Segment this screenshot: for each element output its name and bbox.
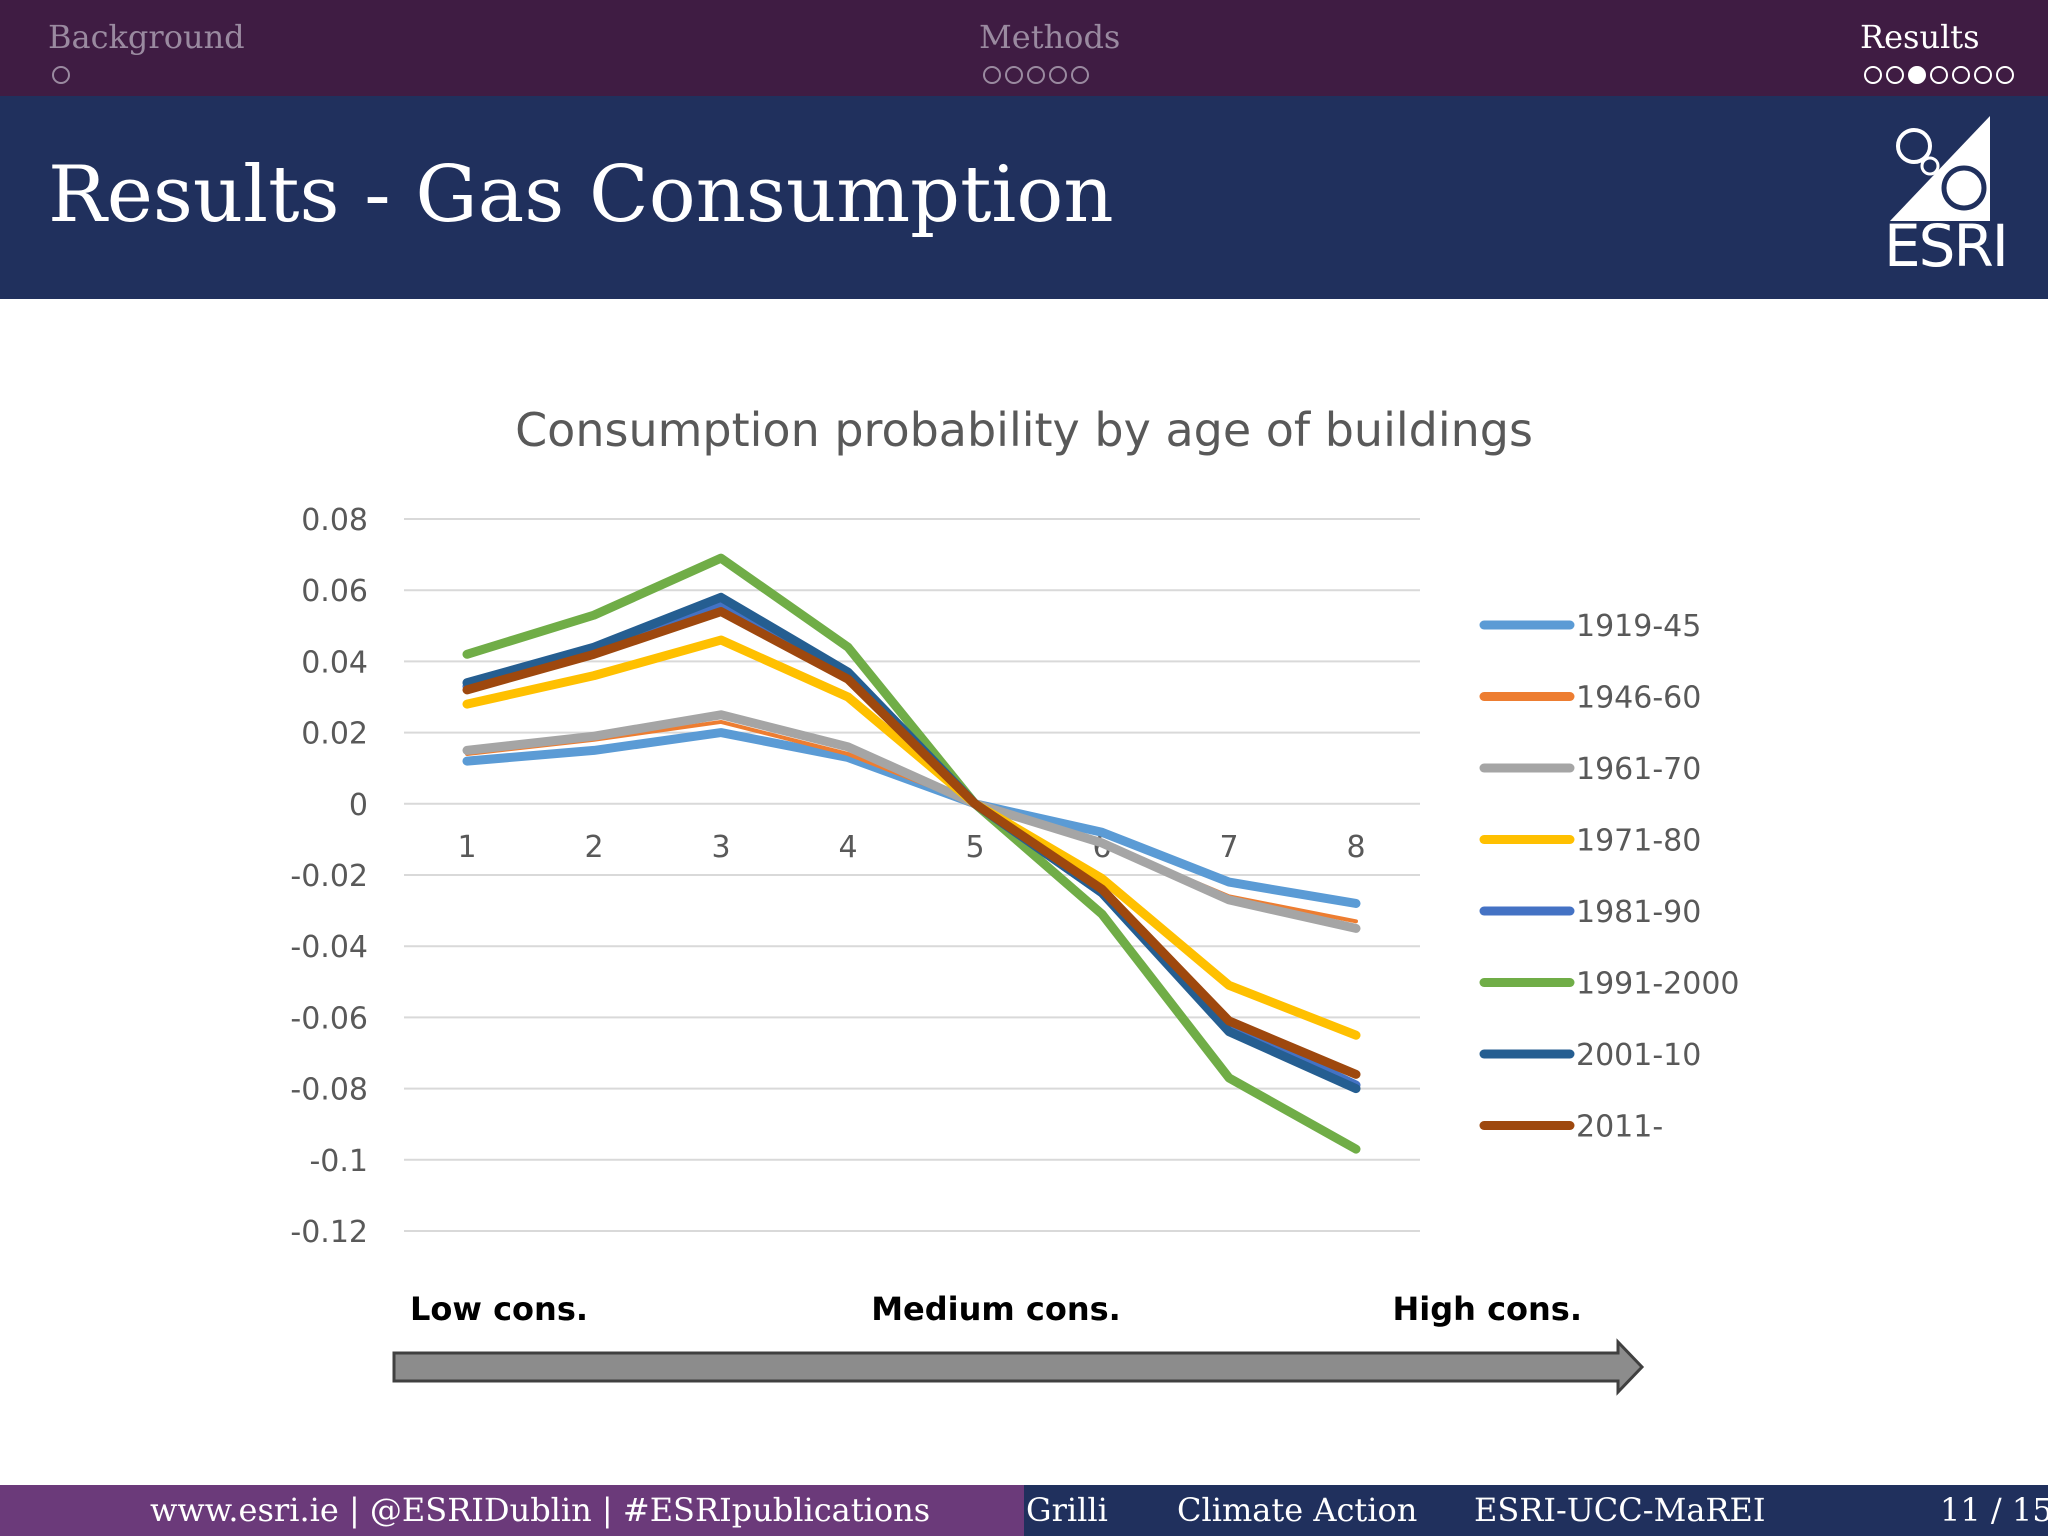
legend-entry: 1991-2000 <box>1576 967 1740 1002</box>
consumption-line-chart: Consumption probability by age of buildi… <box>290 403 1740 1397</box>
nav-frame-dot[interactable] <box>1864 66 1882 84</box>
y-tick-label: -0.08 <box>290 1073 368 1108</box>
nav-frame-dot[interactable] <box>52 66 70 84</box>
footer-site: www.esri.ie | @ESRIDublin | #ESRIpublica… <box>150 1491 931 1529</box>
legend-entry: 1971-80 <box>1576 824 1701 859</box>
series-lines <box>462 553 1361 1154</box>
nav-section-methods[interactable]: Methods <box>979 18 1121 56</box>
nav-frame-dot[interactable] <box>1071 66 1089 84</box>
legend-entry: 2001-10 <box>1576 1038 1701 1073</box>
y-tick-label: -0.06 <box>290 1001 368 1036</box>
x-tick-label: 3 <box>711 830 730 865</box>
nav-frame-dot[interactable] <box>1930 66 1948 84</box>
legend-entry: 1961-70 <box>1576 752 1701 787</box>
footer-org: ESRI-UCC-MaREI <box>1474 1491 1766 1529</box>
esri-logo-text: ESRI <box>1884 212 2009 280</box>
nav-frame-dot[interactable] <box>1049 66 1067 84</box>
y-tick-label: 0.08 <box>301 503 368 538</box>
nav-frame-dot[interactable] <box>1996 66 2014 84</box>
footer-page-number: 11 / 15 <box>1940 1491 2048 1529</box>
x-tick-label: 1 <box>457 830 476 865</box>
nav-frame-dot[interactable] <box>1886 66 1904 84</box>
nav-frame-dot[interactable] <box>1974 66 1992 84</box>
nav-frame-dot[interactable] <box>1005 66 1023 84</box>
x-tick-label: 2 <box>584 830 603 865</box>
title-bar <box>0 96 2048 299</box>
footer-author: Grilli <box>1026 1491 1108 1529</box>
section-navigation: Background Methods Results <box>0 0 2048 96</box>
series-line <box>462 607 1361 1079</box>
slide-title: Results - Gas Consumption <box>48 150 1114 240</box>
footer-topic: Climate Action <box>1177 1491 1418 1529</box>
y-axis-ticks: 0.08 0.06 0.04 0.02 0 -0.02 -0.04 -0.06 -0.08 -0.… <box>290 503 368 1250</box>
legend-entry: 1981-90 <box>1576 895 1701 930</box>
y-tick-label: 0.02 <box>301 717 368 752</box>
legend-entry: 1919-45 <box>1576 609 1701 644</box>
footer: www.esri.ie | @ESRIDublin | #ESRIpublica… <box>0 1485 2048 1536</box>
x-tick-label: 4 <box>838 830 857 865</box>
footer-left-panel <box>0 1485 1024 1536</box>
x-tick-label: 7 <box>1219 830 1238 865</box>
nav-section-background[interactable]: Background <box>48 18 245 56</box>
x-tick-label: 8 <box>1346 830 1365 865</box>
y-tick-label: 0 <box>349 788 368 823</box>
nav-frame-dot[interactable] <box>1908 66 1926 84</box>
scale-arrow-icon <box>392 1338 1645 1396</box>
nav-frame-dot[interactable] <box>983 66 1001 84</box>
legend-entry: 2011- <box>1576 1110 1663 1145</box>
x-tick-label: 5 <box>965 830 984 865</box>
y-tick-label: -0.1 <box>309 1144 368 1179</box>
esri-logo-icon <box>1890 116 1990 221</box>
scale-label-low: Low cons. <box>410 1290 588 1328</box>
nav-frame-dot[interactable] <box>1952 66 1970 84</box>
series-line <box>462 553 1361 1154</box>
y-tick-label: -0.04 <box>290 930 368 965</box>
legend-entry: 1946-60 <box>1576 681 1701 716</box>
nav-section-results[interactable]: Results <box>1860 18 1980 56</box>
y-tick-label: -0.12 <box>290 1215 368 1250</box>
nav-frame-dot[interactable] <box>1027 66 1045 84</box>
chart-title: Consumption probability by age of buildi… <box>515 403 1533 457</box>
series-line <box>462 635 1361 1040</box>
scale-label-high: High cons. <box>1392 1290 1582 1328</box>
y-tick-label: -0.02 <box>290 859 368 894</box>
legend: 1919-45 1946-60 1961-70 1971-80 1981-90 1991-… <box>1479 609 1740 1145</box>
scale-label-medium: Medium cons. <box>871 1290 1121 1328</box>
series-line <box>462 728 1361 908</box>
series-line <box>462 710 1361 933</box>
footer-right-panel <box>1024 1485 2048 1536</box>
y-tick-label: 0.06 <box>301 574 368 609</box>
y-tick-label: 0.04 <box>301 645 368 680</box>
